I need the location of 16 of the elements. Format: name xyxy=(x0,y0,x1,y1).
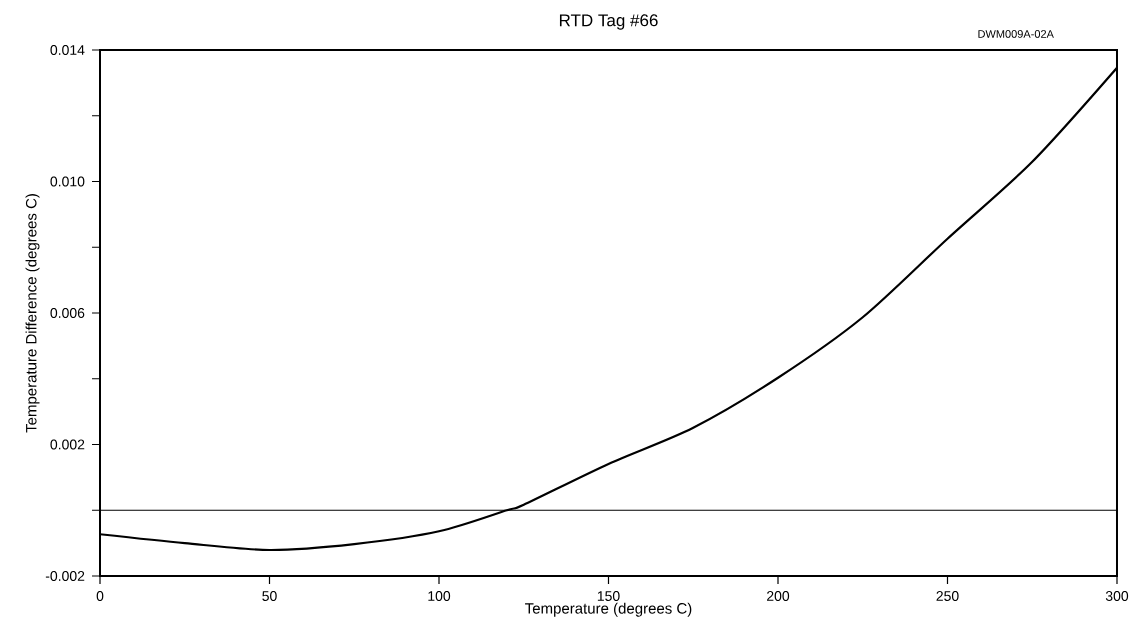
x-tick-label: 100 xyxy=(428,591,451,601)
y-tick-label: 0.014 xyxy=(50,45,85,55)
x-tick-label: 200 xyxy=(767,591,790,601)
y-tick-label: 0.010 xyxy=(50,176,85,187)
y-tick-label: 0.002 xyxy=(50,439,85,450)
y-tick-label: -0.002 xyxy=(45,571,85,581)
x-tick-label: 50 xyxy=(262,591,277,601)
chart-title: RTD Tag #66 xyxy=(559,14,658,30)
x-tick-label: 150 xyxy=(597,591,620,601)
x-tick-label: 250 xyxy=(936,591,959,601)
y-tick-label: 0.006 xyxy=(50,308,85,318)
x-axis-title: Temperature (degrees C) xyxy=(525,602,692,617)
x-tick-label: 0 xyxy=(96,591,104,601)
x-tick-label: 300 xyxy=(1105,591,1129,601)
y-axis-title: Temperature Difference (degrees C) xyxy=(25,194,40,433)
text: DWM009A-02A xyxy=(978,30,1054,38)
